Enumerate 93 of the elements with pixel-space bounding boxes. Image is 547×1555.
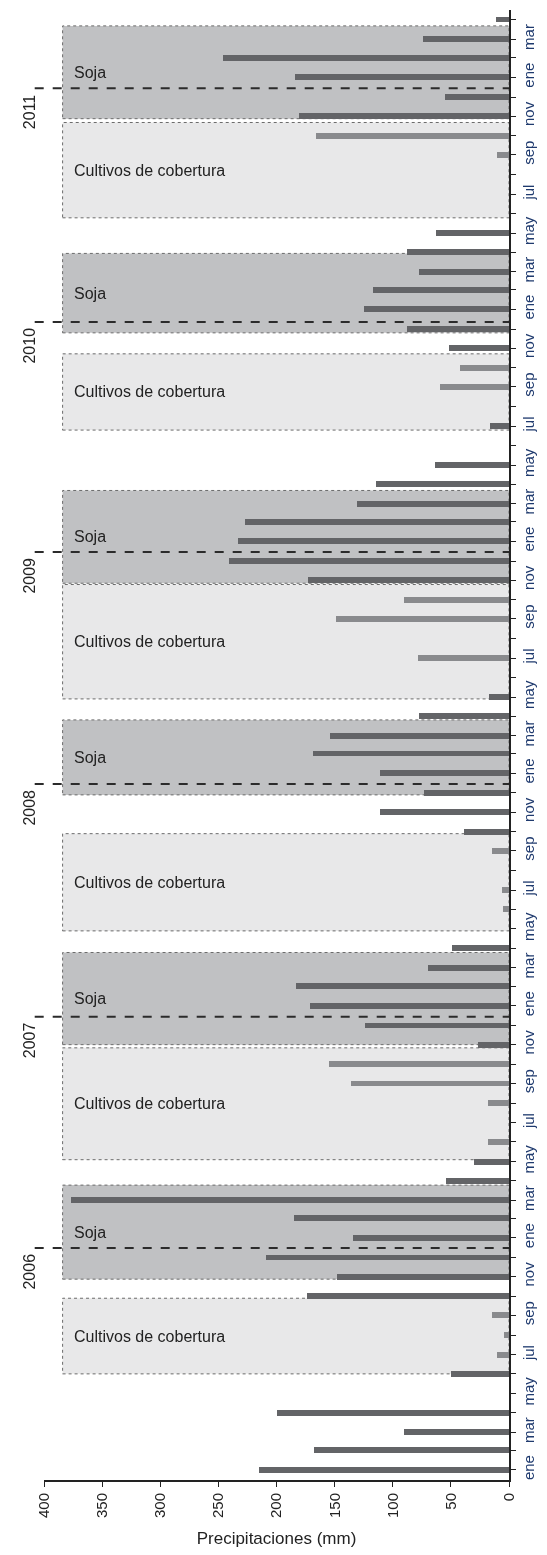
bar <box>404 597 509 603</box>
y-tick-label: jul <box>520 184 537 201</box>
bar <box>329 1061 509 1067</box>
x-tick-label: 100 <box>383 1493 401 1519</box>
y-tick-label: ene <box>520 526 537 552</box>
y-tick-label: ene <box>520 991 537 1017</box>
bar <box>440 384 509 390</box>
bar <box>436 230 509 236</box>
x-tick-label: 150 <box>325 1493 343 1519</box>
bar <box>351 1081 509 1086</box>
y-tick-label: mar <box>520 24 537 50</box>
band-label: Cultivos de cobertura <box>74 1328 226 1345</box>
x-tick-label: 300 <box>151 1493 169 1519</box>
y-tick-label: jul <box>520 880 537 897</box>
y-tick-label: may <box>520 912 537 941</box>
y-tick-label: may <box>520 1376 537 1406</box>
bar <box>316 133 509 139</box>
ref-line-label: 2010 <box>21 327 39 364</box>
bar <box>404 1429 509 1435</box>
y-tick-label: may <box>520 680 537 709</box>
y-tick-label: jul <box>520 1113 537 1130</box>
ref-line-label: 2011 <box>20 94 38 130</box>
x-tick-label: 50 <box>441 1493 459 1510</box>
bar <box>380 809 509 815</box>
bar <box>504 1332 509 1338</box>
y-tick-label: ene <box>520 62 537 88</box>
band-label: Soja <box>74 285 107 302</box>
bar <box>497 1352 509 1358</box>
band-label: Soja <box>74 64 107 81</box>
bar <box>418 655 509 661</box>
bar <box>502 887 509 893</box>
bar <box>336 616 509 622</box>
y-tick-label: mar <box>520 488 537 515</box>
bar <box>314 1447 509 1453</box>
y-tick-label: nov <box>520 333 537 358</box>
band-label: Soja <box>74 749 107 766</box>
y-tick-label: ene <box>520 758 537 784</box>
x-tick-label: 350 <box>93 1493 110 1519</box>
y-tick-label: may <box>520 1144 537 1174</box>
band-label: Cultivos de cobertura <box>74 1095 226 1112</box>
y-tick-label: may <box>520 448 537 477</box>
band-label: Cultivos de cobertura <box>74 383 226 400</box>
ref-line-label: 2006 <box>21 1253 39 1290</box>
y-tick-label: nov <box>520 565 537 590</box>
y-tick-label: sep <box>520 836 537 861</box>
bar <box>497 152 509 158</box>
y-tick-label: mar <box>520 1417 537 1443</box>
y-tick-label: sep <box>520 1069 537 1094</box>
y-tick-label: jul <box>520 416 537 433</box>
y-tick-label: sep <box>520 1301 537 1326</box>
x-tick-label: 0 <box>499 1493 517 1502</box>
y-tick-label: ene <box>520 294 537 320</box>
bar <box>488 1100 509 1106</box>
ref-line-label: 2009 <box>21 557 39 594</box>
x-axis-title: Precipitaciones (mm) <box>196 1528 357 1548</box>
x-tick-label: 400 <box>34 1493 52 1519</box>
bar <box>435 462 509 468</box>
y-tick-label: mar <box>520 1185 537 1212</box>
y-tick-label: nov <box>520 1261 537 1287</box>
bar <box>376 481 509 487</box>
y-tick-label: ene <box>520 1455 537 1481</box>
bar <box>492 1312 509 1318</box>
y-tick-label: nov <box>520 1029 537 1055</box>
y-tick-label: sep <box>520 604 537 629</box>
y-tick-label: sep <box>520 372 537 397</box>
bar <box>496 17 509 22</box>
band-label: Cultivos de cobertura <box>74 633 226 650</box>
y-tick-label: mar <box>520 720 537 747</box>
y-tick-label: mar <box>520 256 537 283</box>
bar <box>503 906 509 912</box>
band-label: Soja <box>74 528 107 545</box>
y-tick-label: may <box>520 216 537 245</box>
ref-line-label: 2007 <box>20 1022 38 1059</box>
band-label: Soja <box>74 990 107 1007</box>
bar <box>259 1467 509 1473</box>
y-tick-label: nov <box>520 797 537 822</box>
bar <box>449 345 509 351</box>
band-label: Cultivos de cobertura <box>74 874 226 891</box>
x-tick-label: 200 <box>267 1493 285 1519</box>
bar <box>277 1410 509 1416</box>
band-label: Cultivos de cobertura <box>74 162 226 179</box>
bar <box>488 1139 509 1145</box>
y-tick-label: jul <box>520 648 537 665</box>
y-tick-label: nov <box>520 101 537 126</box>
x-tick-label: 250 <box>209 1493 227 1519</box>
y-tick-label: sep <box>520 140 537 165</box>
bar <box>492 848 509 854</box>
bar <box>460 365 509 371</box>
y-tick-label: jul <box>520 1345 537 1362</box>
ref-line-label: 2008 <box>21 789 39 826</box>
band-label: Soja <box>74 1224 107 1241</box>
y-tick-label: ene <box>520 1223 537 1249</box>
y-tick-label: mar <box>520 952 537 979</box>
